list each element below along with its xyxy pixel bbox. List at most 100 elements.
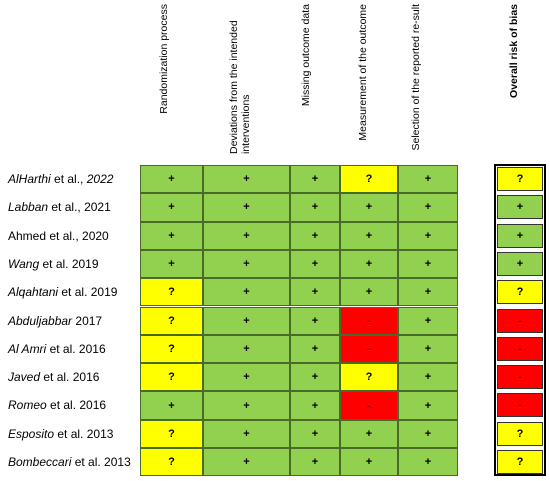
judgement-cell: - [340,391,398,420]
header-label: Selection of the reported re-sult [410,4,422,151]
judgement-cell: + [203,249,290,279]
judgement-cell: + [290,334,340,364]
header-randomization: Randomization process [158,0,218,158]
judgement-cell: - [340,334,398,364]
judgement-cell: + [140,249,203,279]
header-deviations: Deviations from the intended interventio… [228,0,288,158]
judgement-cell: + [398,278,458,307]
judgement-cell: + [203,419,290,448]
study-year: 2022 [86,172,114,186]
overall-column-frame [494,164,546,476]
judgement-cell: + [203,363,290,392]
overall-judgement-cell: - [497,308,543,333]
header-label: Missing outcome data [300,4,312,107]
judgement-cell: + [203,334,290,364]
overall-judgement-cell: + [497,223,543,248]
study-label: Ahmed et al., 2020 [8,223,138,249]
judgement-cell: ? [140,419,203,448]
study-citation: 2017 [72,313,103,328]
judgement-cell: ? [140,278,203,307]
header-label: Overall risk of bias [508,4,520,98]
study-label: Labban et al., 2021 [8,194,138,220]
judgement-cell: + [340,221,398,250]
judgement-cell: + [290,278,340,307]
judgement-cell: + [203,306,290,335]
study-author: Esposito [8,426,55,441]
overall-judgement-cell: - [497,365,543,390]
judgement-cell: + [340,249,398,279]
overall-judgement-cell: ? [497,421,543,446]
study-citation: et al. 2019 [39,256,99,271]
judgement-cell: + [398,363,458,392]
judgement-cell: + [290,448,340,477]
judgement-cell: + [398,419,458,448]
overall-judgement-cell: - [497,393,543,418]
judgement-cell: + [290,193,340,222]
judgement-cell: ? [140,306,203,335]
judgement-cell: + [140,165,203,194]
header-label: Deviations from the intended interventio… [228,20,252,154]
overall-judgement-cell: + [497,195,543,220]
study-label: Abduljabbar 2017 [8,308,138,334]
overall-judgement-cell: ? [497,280,543,305]
judgement-cell: + [290,306,340,335]
study-author: AlHarthi [8,172,51,186]
header-overall: Overall risk of bias [508,0,550,158]
judgement-cell: + [398,193,458,222]
judgement-cell: + [290,419,340,448]
study-label: Bombeccari et al. 2013 [8,449,138,475]
judgement-cell: ? [140,448,203,477]
header-label: Measurement of the outcome [357,4,369,141]
judgement-cell: - [340,306,398,335]
judgement-cell: + [290,221,340,250]
judgement-cell: ? [340,363,398,392]
study-citation: et al. 2016 [40,370,100,385]
judgement-cell: + [290,363,340,392]
overall-judgement-cell: + [497,251,543,276]
judgement-cell: ? [140,334,203,364]
study-label: Esposito et al. 2013 [8,421,138,447]
study-author: Abduljabbar [8,313,73,328]
judgement-cell: + [398,221,458,250]
study-author: Javed [8,370,41,385]
judgement-cell: + [290,249,340,279]
study-author: Bombeccari [8,455,72,469]
study-citation: et al., [50,172,87,186]
judgement-cell: + [398,334,458,364]
judgement-cell: + [203,278,290,307]
judgement-cell: + [203,448,290,477]
study-label: Javed et al. 2016 [8,364,138,390]
study-author: Al Amri [8,341,47,356]
judgement-cell: + [140,193,203,222]
header-missing-data: Missing outcome data [300,0,360,158]
study-label: AlHarthi et al., 2022 [8,166,138,192]
judgement-cell: + [398,391,458,420]
judgement-cell: + [398,306,458,335]
study-citation: et al. 2013 [71,455,131,469]
study-citation: et al. 2016 [46,341,106,356]
judgement-cell: + [203,391,290,420]
judgement-cell: + [140,391,203,420]
judgement-cell: + [398,249,458,279]
study-label: Alqahtani et al. 2019 [8,279,138,305]
judgement-cell: + [203,221,290,250]
study-label: Romeo et al. 2016 [8,392,138,418]
judgement-cell: + [290,165,340,194]
judgement-cell: + [203,165,290,194]
judgement-cell: + [340,448,398,477]
judgement-cell: + [340,278,398,307]
study-author: Alqahtani [8,285,59,300]
judgement-cell: + [398,448,458,477]
study-author: Wang [8,256,40,271]
study-label: Al Amri et al. 2016 [8,336,138,362]
judgement-cell: + [203,193,290,222]
study-citation: et al. 2019 [58,285,118,300]
header-measurement: Measurement of the outcome [357,0,417,158]
study-label: Wang et al. 2019 [8,251,138,277]
study-citation: Ahmed et al., 2020 [8,228,109,243]
judgement-cell: + [340,419,398,448]
header-selection: Selection of the reported re-sult [410,0,470,158]
study-citation: et al., 2021 [48,200,111,215]
overall-judgement-cell: ? [497,167,543,191]
study-citation: et al. 2016 [46,398,107,413]
